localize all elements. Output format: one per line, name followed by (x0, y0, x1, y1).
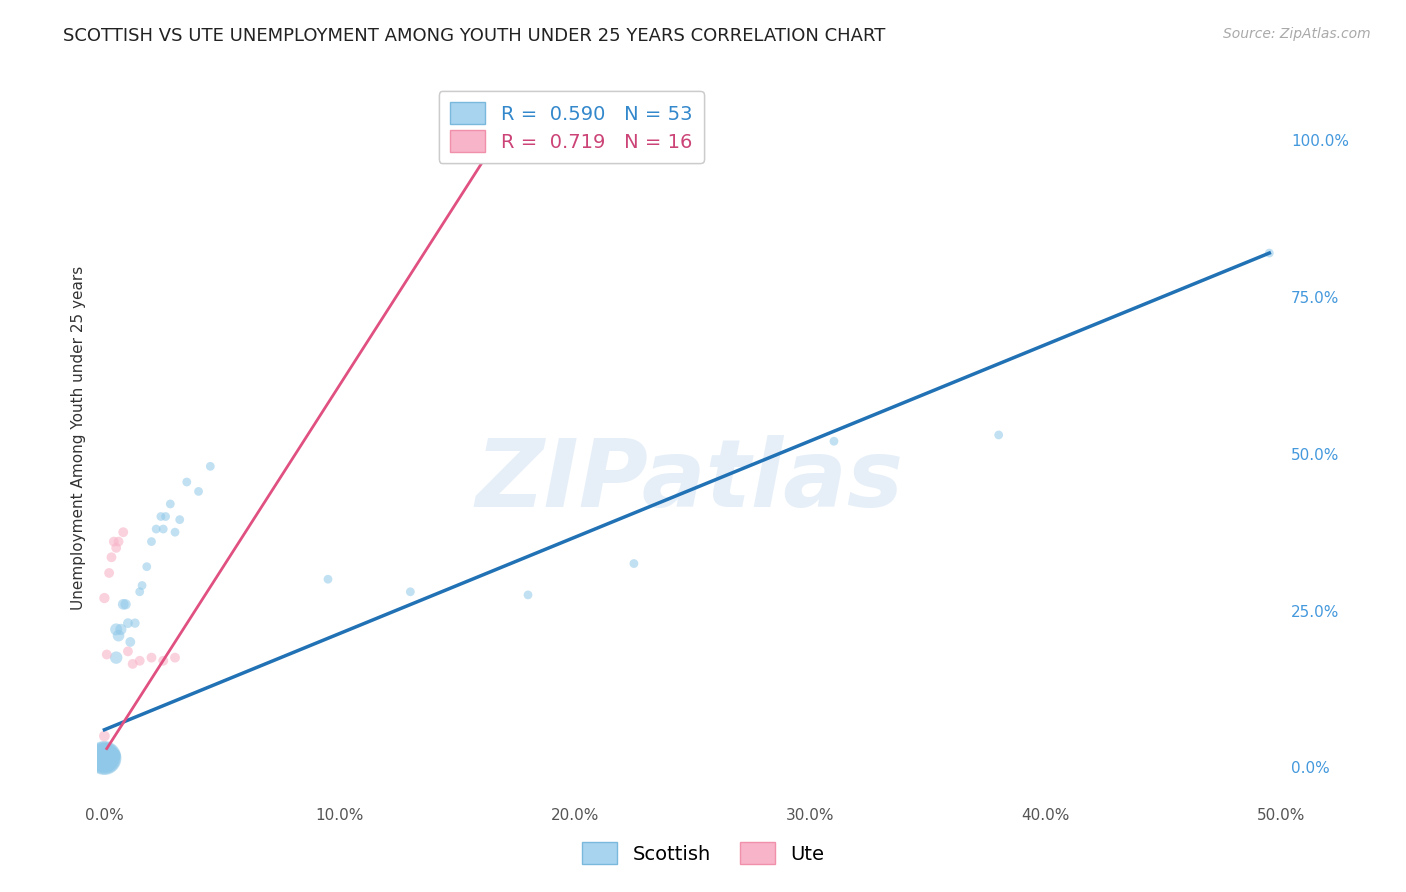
Legend: Scottish, Ute: Scottish, Ute (572, 833, 834, 873)
Point (163, 650, 186, 665)
Point (141, 650, 163, 665)
Point (176, 475, 198, 489)
Point (105, 650, 128, 665)
Point (93, 591, 115, 605)
Point (105, 541, 128, 555)
Point (128, 654, 150, 668)
Legend: R =  0.590   N = 53, R =  0.719   N = 16: R = 0.590 N = 53, R = 0.719 N = 16 (439, 91, 704, 163)
Point (107, 534, 129, 549)
Point (93, 747, 115, 762)
Point (96, 751, 118, 765)
Point (96, 751, 118, 765)
Point (141, 534, 163, 549)
Point (399, 584, 422, 599)
Point (93, 751, 115, 765)
Point (987, 428, 1010, 442)
Point (131, 578, 153, 592)
Point (128, 584, 150, 599)
Text: SCOTTISH VS UTE UNEMPLOYMENT AMONG YOUTH UNDER 25 YEARS CORRELATION CHART: SCOTTISH VS UTE UNEMPLOYMENT AMONG YOUTH… (63, 27, 886, 45)
Point (98, 566, 121, 580)
Point (93, 751, 115, 765)
Point (96, 751, 118, 765)
Point (98, 747, 121, 762)
Point (200, 459, 222, 474)
Point (494, 149, 516, 163)
Point (93, 729, 115, 743)
Point (105, 623, 128, 637)
Point (107, 629, 129, 643)
Point (100, 747, 122, 762)
Point (96, 747, 118, 762)
Point (163, 525, 186, 540)
Point (152, 522, 174, 536)
Point (823, 434, 845, 449)
Point (114, 597, 136, 611)
Point (187, 484, 209, 499)
Point (316, 572, 339, 586)
Point (103, 749, 125, 764)
Point (135, 559, 157, 574)
Point (155, 509, 177, 524)
Point (623, 557, 645, 571)
Point (149, 509, 172, 524)
Point (110, 623, 132, 637)
Point (145, 522, 167, 536)
Point (93, 751, 115, 765)
Point (124, 616, 146, 631)
Point (117, 644, 139, 658)
Point (112, 525, 135, 540)
Point (117, 616, 139, 631)
Point (93, 751, 115, 765)
Text: ZIPatlas: ZIPatlas (475, 435, 903, 527)
Point (100, 751, 122, 765)
Point (96, 751, 118, 765)
Point (93, 751, 115, 765)
Point (112, 597, 135, 611)
Point (517, 588, 540, 602)
Point (93, 751, 115, 765)
Point (169, 513, 191, 527)
Point (1258, 246, 1281, 260)
Text: Source: ZipAtlas.com: Source: ZipAtlas.com (1223, 27, 1371, 41)
Point (93, 751, 115, 765)
Point (93, 747, 115, 762)
Point (159, 497, 181, 511)
Point (121, 657, 143, 671)
Point (100, 550, 122, 565)
Point (152, 654, 174, 668)
Point (103, 747, 125, 762)
Point (100, 749, 122, 764)
Point (120, 635, 142, 649)
Y-axis label: Unemployment Among Youth under 25 years: Unemployment Among Youth under 25 years (72, 266, 86, 610)
Point (96, 648, 118, 662)
Point (103, 534, 125, 549)
Point (93, 751, 115, 765)
Point (98, 751, 121, 765)
Point (98, 751, 121, 765)
